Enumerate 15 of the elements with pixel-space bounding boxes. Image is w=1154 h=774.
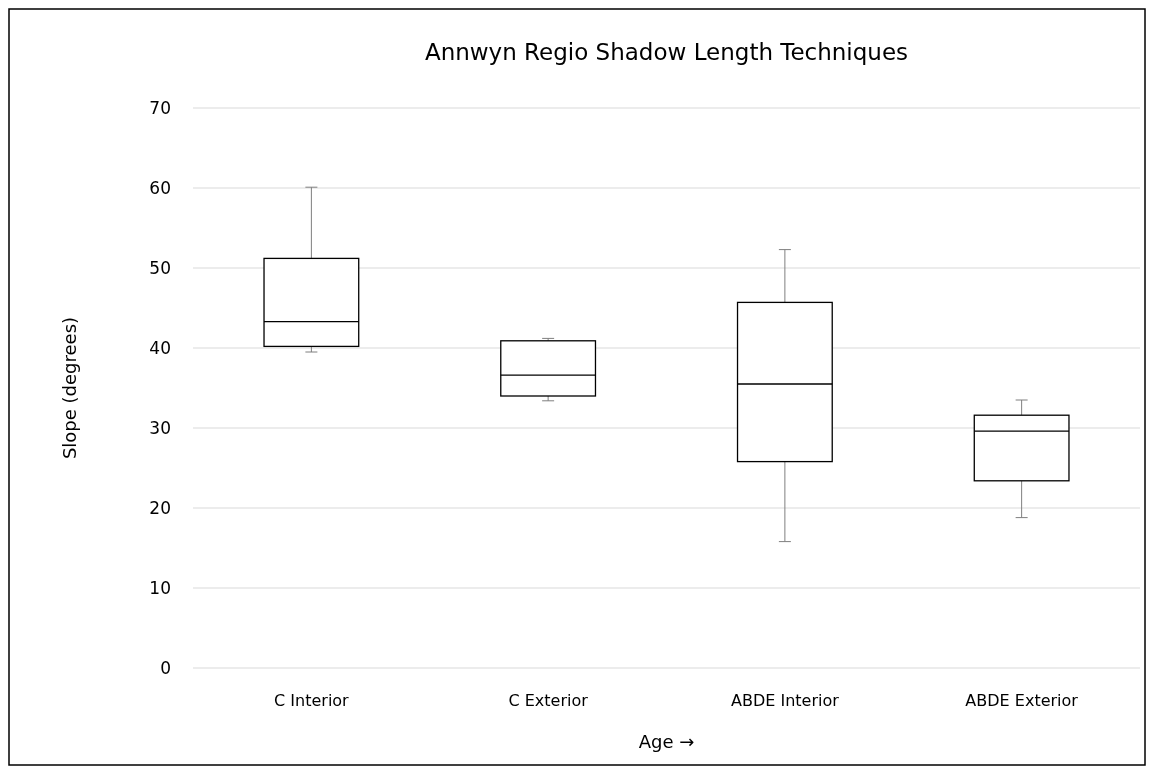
y-tick-label: 30: [149, 417, 171, 438]
y-tick-label: 50: [149, 257, 171, 278]
x-tick-label: ABDE Interior: [730, 691, 840, 710]
x-tick-label: C Interior: [274, 691, 350, 710]
y-tick-label: 60: [149, 177, 171, 198]
y-axis-title: Slope (degrees): [59, 316, 80, 460]
y-tick-label: 10: [149, 577, 171, 598]
x-axis-title: Age →: [638, 731, 695, 752]
y-tick-label: 0: [160, 657, 171, 678]
y-tick-label: 20: [149, 497, 171, 518]
y-tick-label: 70: [149, 97, 171, 118]
y-tick-label: 40: [149, 337, 171, 358]
x-tick-label: C Exterior: [508, 691, 589, 710]
x-tick-label: ABDE Exterior: [965, 691, 1079, 710]
chart-title: Annwyn Regio Shadow Length Techniques: [424, 39, 909, 65]
